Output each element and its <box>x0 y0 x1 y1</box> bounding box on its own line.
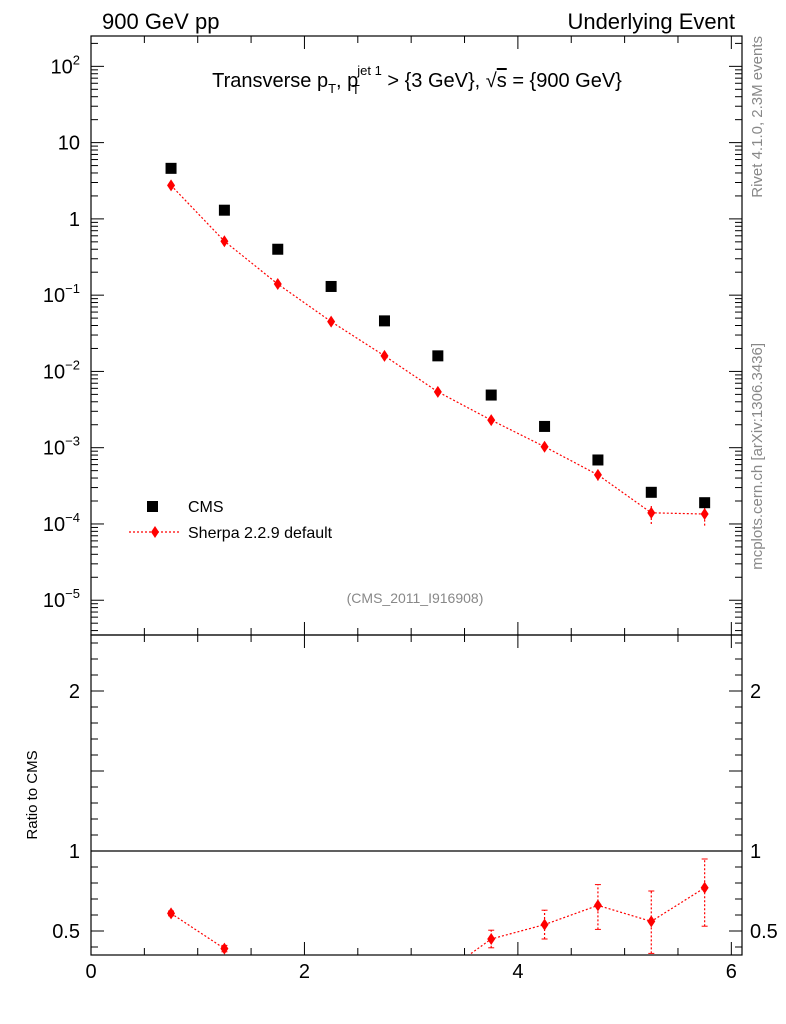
sherpa-point <box>220 235 229 248</box>
x-tick-label: 0 <box>85 961 96 983</box>
cms-point <box>165 162 177 174</box>
sherpa-point <box>540 440 549 453</box>
sherpa-point <box>593 468 602 481</box>
header-right: Underlying Event <box>567 9 735 34</box>
legend-cms-marker <box>147 501 158 512</box>
ratio-line-left <box>170 912 225 950</box>
cms-point <box>485 389 497 401</box>
cms-point <box>272 243 284 255</box>
ratio-y-tick-label: 1 <box>69 841 80 863</box>
sherpa-line <box>170 184 705 515</box>
cms-point <box>378 315 390 327</box>
ratio-point <box>647 915 656 928</box>
ratio-point <box>167 907 176 920</box>
y-tick-label: 10−4 <box>43 510 80 536</box>
header-left: 900 GeV pp <box>102 9 219 34</box>
y-tick-label: 10−2 <box>43 357 80 383</box>
ratio-series <box>167 858 709 955</box>
cms-point <box>325 280 337 292</box>
cms-point <box>218 204 230 216</box>
mcplots-label: mcplots.cern.ch [arXiv:1306.3436] <box>749 343 766 570</box>
sherpa-point <box>700 508 709 521</box>
cms-point <box>592 454 604 466</box>
legend-sherpa-label: Sherpa 2.2.9 default <box>188 525 333 542</box>
ratio-point <box>220 942 229 955</box>
x-tick-label: 2 <box>299 961 310 983</box>
cms-point <box>539 420 551 432</box>
cms-point <box>645 486 657 498</box>
ratio-point <box>487 933 496 945</box>
x-tick-label: 6 <box>726 961 737 983</box>
ratio-ylabel: Ratio to CMS <box>24 750 41 839</box>
ratio-y-tick-label-right: 1 <box>750 841 761 863</box>
main-frame <box>90 35 743 636</box>
cms-point <box>699 497 711 509</box>
ratio-point <box>593 899 602 912</box>
x-tick-label: 4 <box>512 961 523 983</box>
ratio-y-tick-label-right: 2 <box>750 681 761 703</box>
y-tick-label: 10 <box>58 133 80 155</box>
sherpa-point <box>327 315 336 328</box>
sherpa-point <box>487 414 496 427</box>
y-tick-label: 102 <box>51 52 80 78</box>
ratio-point <box>700 881 709 894</box>
legend-sherpa-marker <box>151 526 159 538</box>
ratio-line-right <box>467 887 705 955</box>
sherpa-point <box>647 506 656 519</box>
cms-point <box>432 350 444 362</box>
sherpa-point <box>380 349 389 362</box>
y-tick-label: 1 <box>69 209 80 231</box>
legend: CMS Sherpa 2.2.9 default <box>129 499 333 542</box>
rivet-label: Rivet 4.1.0, 2.3M events <box>749 36 766 198</box>
y-tick-label: 10−3 <box>43 434 80 460</box>
sherpa-point <box>273 278 282 291</box>
ratio-axes: 0 2 4 6 0.5 0.5 1 1 2 2 <box>52 635 778 983</box>
ratio-frame <box>90 634 743 956</box>
ratio-y-tick-label: 2 <box>69 681 80 703</box>
sherpa-point <box>167 179 176 192</box>
y-tick-label: 10−1 <box>43 281 80 307</box>
analysis-id: (CMS_2011_I916908) <box>347 590 484 606</box>
ratio-y-tick-label-right: 0.5 <box>750 921 778 943</box>
sherpa-point <box>433 385 442 398</box>
ratio-y-tick-label: 0.5 <box>52 921 80 943</box>
ratio-point <box>540 918 549 931</box>
y-tick-label: 10−5 <box>43 586 80 612</box>
main-series <box>165 162 711 526</box>
legend-cms-label: CMS <box>188 499 224 516</box>
main-axes: 10−5 10−4 10−3 10−2 10−1 1 10 102 <box>43 36 742 635</box>
